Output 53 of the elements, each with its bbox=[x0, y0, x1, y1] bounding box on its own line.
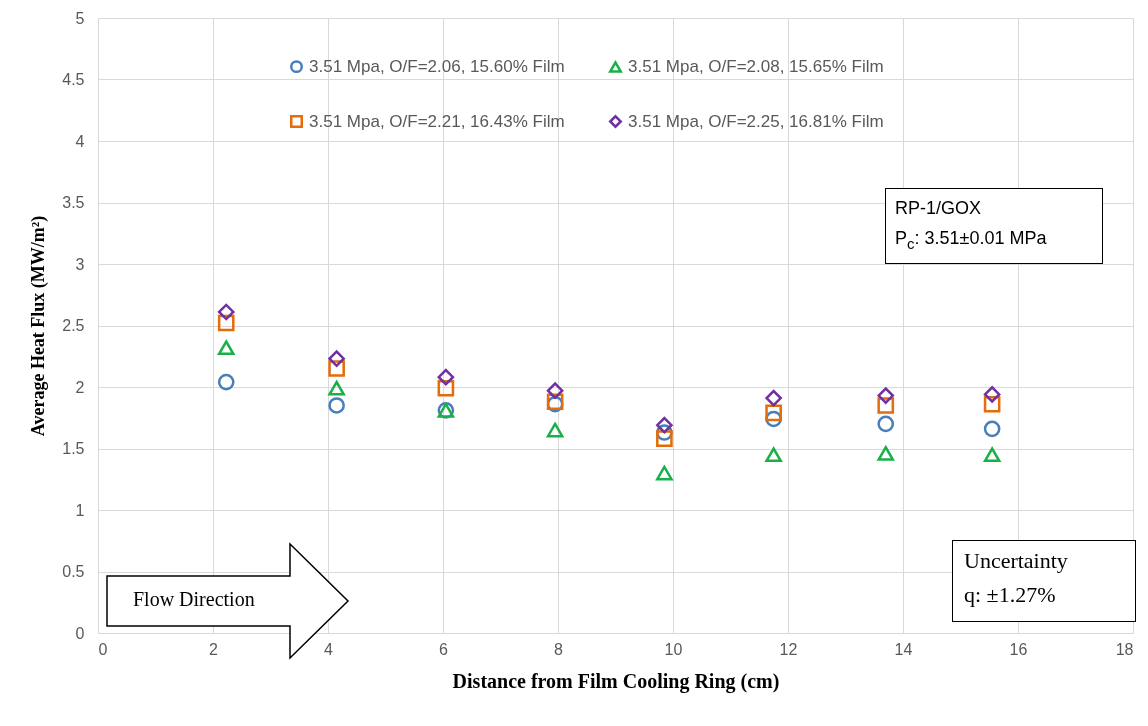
point bbox=[656, 465, 673, 481]
point bbox=[328, 397, 345, 414]
y-tick-label: 1 bbox=[75, 501, 85, 519]
annotation: Flow Direction bbox=[133, 588, 255, 611]
legend-label: 3.51 Mpa, O/F=2.25, 16.81% Film bbox=[628, 111, 884, 131]
point bbox=[983, 420, 1001, 438]
point bbox=[217, 373, 235, 391]
y-tick-label: 3.5 bbox=[62, 194, 85, 211]
annotation: q: ±1.27% bbox=[964, 582, 1056, 608]
legend-label: 3.51 Mpa, O/F=2.08, 15.65% Film bbox=[628, 56, 884, 76]
y-tick-label: 2 bbox=[75, 378, 85, 396]
y-tick-label: 0 bbox=[75, 624, 85, 642]
point bbox=[983, 386, 1001, 403]
annotation: RP-1/GOX bbox=[895, 198, 982, 219]
x-tick-label: 16 bbox=[1009, 640, 1028, 658]
legend-label: 3.51 Mpa, O/F=2.21, 16.43% Film bbox=[309, 111, 565, 131]
point bbox=[546, 422, 564, 438]
point bbox=[437, 368, 455, 386]
y-tick-label: 4.5 bbox=[62, 71, 85, 88]
x-tick-label: 8 bbox=[554, 640, 564, 658]
x-tick-label: 2 bbox=[209, 640, 219, 658]
x-tick-label: 0 bbox=[98, 640, 108, 658]
point bbox=[877, 415, 895, 433]
point bbox=[656, 430, 673, 447]
point bbox=[877, 387, 895, 404]
y-tick-label: 0.5 bbox=[62, 563, 85, 580]
annotation: Uncertainty bbox=[964, 548, 1068, 574]
legend-label: 3.51 Mpa, O/F=2.06, 15.60% Film bbox=[309, 56, 565, 76]
point bbox=[656, 416, 673, 434]
x-tick-label: 14 bbox=[894, 640, 913, 658]
x-axis-title: Distance from Film Cooling Ring (cm) bbox=[452, 669, 780, 693]
point bbox=[765, 447, 782, 463]
point bbox=[983, 447, 1001, 463]
point bbox=[217, 303, 235, 321]
x-tick-label: 12 bbox=[779, 640, 798, 658]
y-tick-label: 4 bbox=[75, 132, 85, 150]
x-tick-label: 6 bbox=[439, 640, 449, 658]
x-tick-label: 10 bbox=[664, 640, 683, 658]
point bbox=[328, 350, 345, 368]
point bbox=[328, 380, 345, 396]
x-tick-label: 4 bbox=[324, 640, 334, 658]
y-tick-label: 1.5 bbox=[62, 440, 85, 457]
point bbox=[217, 340, 235, 356]
point bbox=[765, 404, 782, 422]
y-tick-label: 5 bbox=[75, 9, 85, 27]
point bbox=[546, 382, 564, 400]
x-tick-label: 18 bbox=[1115, 640, 1134, 658]
point bbox=[765, 389, 782, 407]
point bbox=[877, 446, 895, 461]
y-tick-label: 2.5 bbox=[62, 317, 85, 334]
annotation: P$_{c}$: 3.51±0.01 MPa bbox=[895, 228, 1047, 252]
y-tick-label: 3 bbox=[75, 255, 85, 273]
y-axis-title: Average Heat Flux (MW/m²) bbox=[28, 215, 50, 437]
